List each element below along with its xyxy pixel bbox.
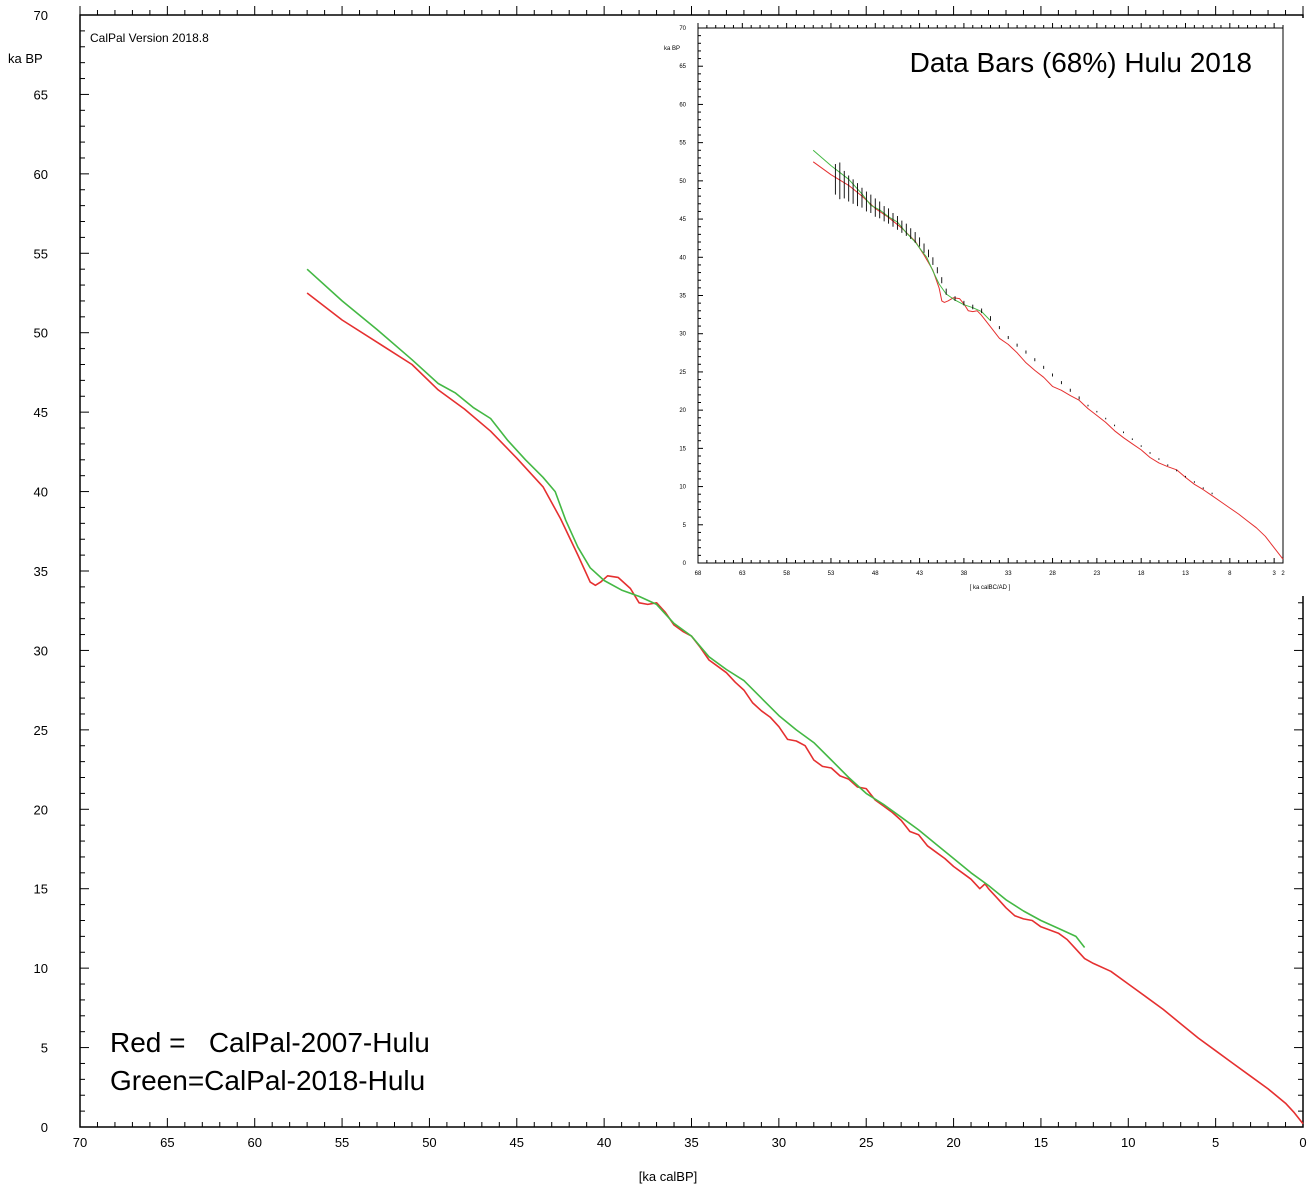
x-tick-label: 28 xyxy=(1049,571,1056,577)
x-tick-label: 30 xyxy=(772,1135,786,1150)
x-tick-label: 5 xyxy=(1212,1135,1219,1150)
y-tick-label: 25 xyxy=(34,723,48,738)
y-tick-label: 50 xyxy=(679,179,686,185)
y-tick-label: 35 xyxy=(679,294,686,300)
y-tick-label: 60 xyxy=(679,102,686,108)
x-tick-label: 70 xyxy=(73,1135,87,1150)
x-tick-label: 68 xyxy=(695,571,702,577)
series-line-1 xyxy=(812,149,991,322)
x-tick-label: 53 xyxy=(828,571,835,577)
x-tick-label: 18 xyxy=(1138,571,1145,577)
legend-line-red: Red = CalPal-2007-Hulu xyxy=(110,1027,430,1058)
y-axis-title: ka BP xyxy=(8,51,43,66)
x-tick-label: 55 xyxy=(335,1135,349,1150)
inset-series xyxy=(812,149,1284,560)
x-tick-label: 3 xyxy=(1272,571,1276,577)
x-tick-label: 50 xyxy=(422,1135,436,1150)
inset-axes: 68 63 58 53 48 43 38 33 28 23 18 13 8 3 20510152025303… xyxy=(679,23,1285,577)
series-line-0 xyxy=(306,292,1304,1125)
y-tick-label: 65 xyxy=(34,87,48,102)
y-tick-label: 10 xyxy=(679,485,686,491)
inset-title: Data Bars (68%) Hulu 2018 xyxy=(910,47,1252,78)
y-tick-label: 30 xyxy=(679,332,686,338)
y-tick-label: 20 xyxy=(34,802,48,817)
x-tick-label: 58 xyxy=(783,571,790,577)
y-tick-label: 65 xyxy=(679,64,686,70)
y-tick-label: 70 xyxy=(679,26,686,32)
y-tick-label: 50 xyxy=(34,326,48,341)
legend-line-green: Green=CalPal-2018-Hulu xyxy=(110,1065,425,1096)
version-label: CalPal Version 2018.8 xyxy=(90,31,209,45)
x-tick-label: 60 xyxy=(247,1135,261,1150)
y-tick-label: 45 xyxy=(679,217,686,223)
x-tick-label: 33 xyxy=(1005,571,1012,577)
x-tick-label: 0 xyxy=(1299,1135,1306,1150)
x-tick-label: 35 xyxy=(684,1135,698,1150)
y-tick-label: 5 xyxy=(41,1041,48,1056)
y-tick-label: 40 xyxy=(679,255,686,261)
x-tick-label: 10 xyxy=(1121,1135,1135,1150)
y-tick-label: 40 xyxy=(34,485,48,500)
y-tick-label: 55 xyxy=(34,246,48,261)
y-tick-label: 5 xyxy=(683,523,687,529)
x-tick-label: 40 xyxy=(597,1135,611,1150)
y-tick-label: 30 xyxy=(34,643,48,658)
y-tick-label: 10 xyxy=(34,961,48,976)
y-tick-label: 60 xyxy=(34,167,48,182)
y-tick-label: 20 xyxy=(679,408,686,414)
series-line-1 xyxy=(306,268,1086,948)
inset-y-axis-title: ka BP xyxy=(664,46,680,52)
main-series xyxy=(306,268,1304,1125)
x-tick-label: 13 xyxy=(1182,571,1189,577)
x-tick-label: 2 xyxy=(1281,571,1285,577)
x-tick-label: 8 xyxy=(1228,571,1232,577)
x-tick-label: 48 xyxy=(872,571,879,577)
inset-background xyxy=(660,18,1308,596)
main-axes: 70 65 60 55 50 45 40 35 30 25 20 15 10 5 0051015202530… xyxy=(34,6,1307,1150)
y-tick-label: 0 xyxy=(683,561,687,567)
x-tick-label: 43 xyxy=(916,571,923,577)
x-tick-label: 20 xyxy=(946,1135,960,1150)
x-axis-title: [ka calBP] xyxy=(639,1169,698,1184)
y-tick-label: 25 xyxy=(679,370,686,376)
inset-x-axis-title: [ ka calBC/AD ] xyxy=(970,585,1011,591)
x-tick-label: 23 xyxy=(1094,571,1101,577)
y-tick-label: 15 xyxy=(34,882,48,897)
y-tick-label: 35 xyxy=(34,564,48,579)
y-tick-label: 55 xyxy=(679,141,686,147)
x-tick-label: 25 xyxy=(859,1135,873,1150)
y-tick-label: 15 xyxy=(679,446,686,452)
y-tick-label: 0 xyxy=(41,1120,48,1135)
x-tick-label: 38 xyxy=(961,571,968,577)
y-tick-label: 45 xyxy=(34,405,48,420)
x-tick-label: 45 xyxy=(510,1135,524,1150)
x-tick-label: 63 xyxy=(739,571,746,577)
y-tick-label: 70 xyxy=(34,8,48,23)
x-tick-label: 15 xyxy=(1034,1135,1048,1150)
x-tick-label: 65 xyxy=(160,1135,174,1150)
